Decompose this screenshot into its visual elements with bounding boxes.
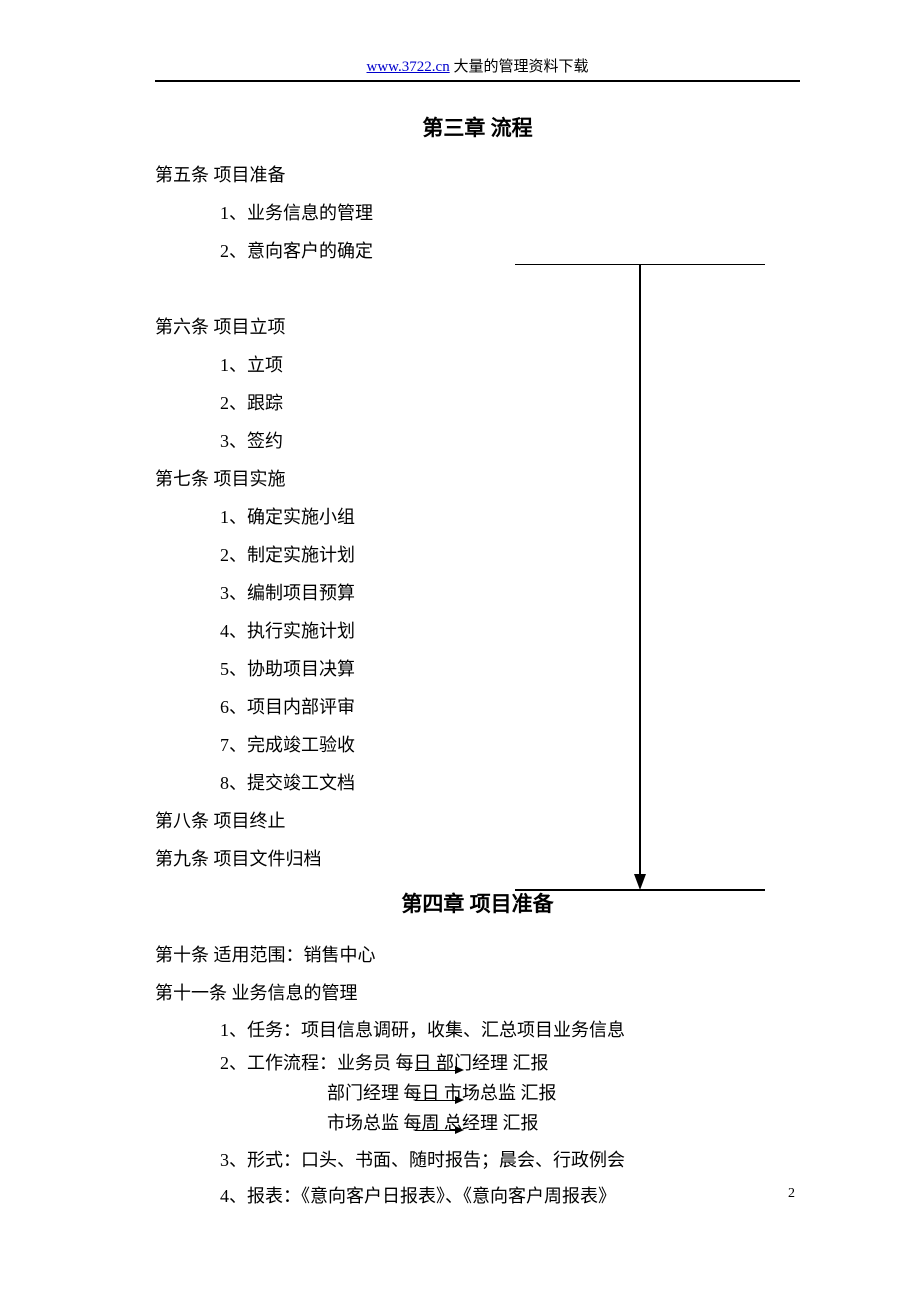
- clause-6-sub-1: 1、立项: [220, 346, 800, 384]
- clause-5-sub-1: 1、业务信息的管理: [220, 194, 800, 232]
- chapter3-body: 第五条 项目准备1、业务信息的管理2、意向客户的确定第六条 项目立项1、立项2、…: [155, 156, 800, 878]
- header-text: 大量的管理资料下载: [450, 59, 589, 75]
- flow-text-1: 2、工作流程：业务员 每日 部门经理 汇报: [220, 1053, 549, 1073]
- clause-5: 第五条 项目准备: [155, 156, 800, 194]
- clause-7-sub-3: 3、编制项目预算: [220, 574, 800, 612]
- clause-10: 第十条 适用范围：销售中心: [155, 936, 800, 974]
- clause-11-sub2-line1: 2、工作流程：业务员 每日 部门经理 汇报: [220, 1048, 800, 1078]
- chapter3-title: 第三章 流程: [155, 112, 800, 142]
- spacer: [155, 270, 800, 308]
- clause-11-sub2-line3: 市场总监 每周 总经理 汇报: [327, 1108, 800, 1138]
- arrow-right-icon: [415, 1108, 465, 1109]
- clause-11-sub4: 4、报表：《意向客户日报表》、《意向客户周报表》: [220, 1178, 800, 1214]
- page-header: www.3722.cn 大量的管理资料下载: [155, 55, 800, 76]
- content: 第三章 流程 第五条 项目准备1、业务信息的管理2、意向客户的确定第六条 项目立…: [155, 112, 800, 1214]
- clause-11-label: 第十一条 业务信息的管理: [155, 974, 800, 1012]
- document-page: www.3722.cn 大量的管理资料下载 第三章 流程 第五条 项目准备1、业…: [0, 0, 920, 1302]
- clause-7: 第七条 项目实施: [155, 460, 800, 498]
- clause-5-sub-2: 2、意向客户的确定: [220, 232, 800, 270]
- clause-7-sub-2: 2、制定实施计划: [220, 536, 800, 574]
- clause-6-sub-3: 3、签约: [220, 422, 800, 460]
- clause-6-sub-2: 2、跟踪: [220, 384, 800, 422]
- clause-7-sub-1: 1、确定实施小组: [220, 498, 800, 536]
- header-rule: [155, 80, 800, 82]
- clause-8: 第八条 项目终止: [155, 802, 800, 840]
- clause-7-sub-5: 5、协助项目决算: [220, 650, 800, 688]
- header-link[interactable]: www.3722.cn: [367, 59, 450, 75]
- arrow-right-icon: [415, 1048, 465, 1049]
- clause-9: 第九条 项目文件归档: [155, 840, 800, 878]
- clause-6: 第六条 项目立项: [155, 308, 800, 346]
- clause-7-sub-7: 7、完成竣工验收: [220, 726, 800, 764]
- clause-7-sub-8: 8、提交竣工文档: [220, 764, 800, 802]
- clause-7-sub-4: 4、执行实施计划: [220, 612, 800, 650]
- clause-11-sub3: 3、形式：口头、书面、随时报告；晨会、行政例会: [220, 1142, 800, 1178]
- clause-11-sub1: 1、任务：项目信息调研，收集、汇总项目业务信息: [220, 1012, 800, 1048]
- clause-7-sub-6: 6、项目内部评审: [220, 688, 800, 726]
- chapter4-title: 第四章 项目准备: [155, 888, 800, 918]
- arrow-right-icon: [415, 1078, 465, 1079]
- page-number: 2: [788, 1186, 795, 1202]
- clause-11-sub2-line2: 部门经理 每日 市场总监 汇报: [327, 1078, 800, 1108]
